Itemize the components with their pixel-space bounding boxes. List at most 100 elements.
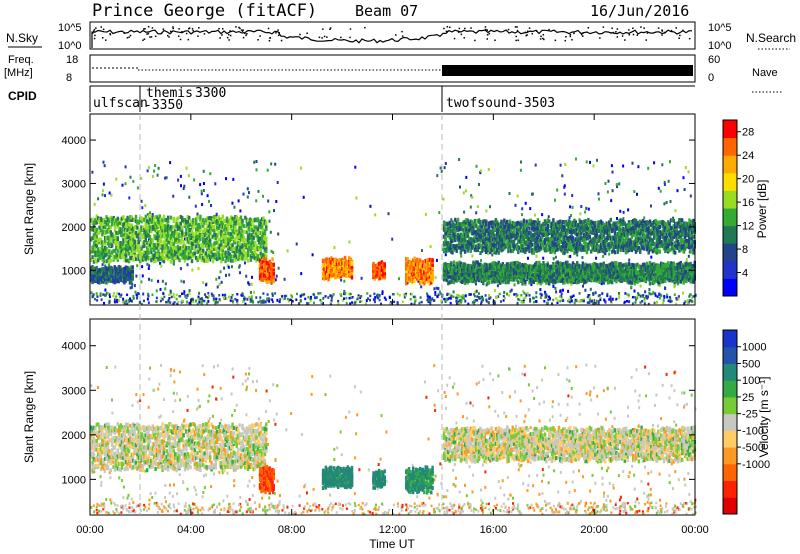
- scatter-cell: [647, 295, 649, 299]
- scatter-cell: [524, 201, 527, 205]
- region-cell: [538, 229, 541, 234]
- region-cell: [512, 227, 516, 232]
- scatter-cell: [439, 166, 442, 170]
- ground-cell: [669, 300, 672, 303]
- region-cell: [105, 252, 108, 257]
- region-cell: [483, 219, 486, 224]
- scatter-cell: [165, 176, 168, 180]
- region-cell: [160, 256, 163, 261]
- nsky-tick-top: 10^5: [58, 22, 82, 34]
- ground-cell: [96, 295, 99, 298]
- region-cell: [339, 268, 343, 273]
- region-cell: [470, 244, 474, 249]
- region-cell: [512, 239, 516, 244]
- region-cell: [326, 266, 329, 271]
- ground-cell: [329, 301, 332, 304]
- region-cell: [486, 228, 489, 233]
- region-cell: [383, 271, 386, 276]
- region-cell: [253, 225, 257, 230]
- region-cell: [162, 224, 166, 229]
- region-cell: [90, 266, 93, 271]
- scatter-cell: [611, 297, 614, 301]
- scatter-cell: [687, 254, 690, 258]
- region-cell: [216, 219, 219, 224]
- region-cell: [153, 256, 156, 261]
- ground-cell: [199, 297, 202, 301]
- region-cell: [190, 246, 194, 250]
- region-cell: [99, 268, 103, 273]
- scatter-cell: [247, 241, 249, 245]
- region-cell: [179, 221, 182, 226]
- nsky-tick-bottom: 10^0: [58, 40, 82, 52]
- region-cell: [265, 269, 269, 273]
- region-cell: [501, 245, 505, 250]
- region-cell: [455, 246, 458, 251]
- ground-cell: [255, 296, 258, 299]
- region-cell: [465, 218, 468, 222]
- region-cell: [571, 244, 575, 249]
- nsearch-point: [657, 27, 660, 29]
- region-cell: [238, 225, 241, 230]
- region-cell: [97, 216, 100, 221]
- ground-cell: [535, 295, 538, 299]
- region-cell: [345, 267, 348, 272]
- region-cell: [571, 236, 575, 241]
- scatter-cell: [459, 185, 461, 189]
- region-cell: [108, 217, 111, 222]
- region-cell: [564, 222, 568, 227]
- region-cell: [263, 229, 267, 234]
- region-cell: [491, 230, 495, 235]
- scatter-cell: [470, 194, 473, 198]
- ground-cell: [348, 296, 351, 300]
- region-cell: [375, 270, 378, 275]
- scatter-cell: [93, 202, 96, 206]
- region-cell: [497, 222, 500, 227]
- region-cell: [570, 245, 573, 250]
- region-cell: [330, 274, 333, 279]
- region-cell: [463, 219, 467, 224]
- ground-cell: [205, 295, 207, 299]
- region-cell: [124, 276, 127, 280]
- scatter-cell: [469, 205, 472, 209]
- region-cell: [447, 222, 450, 227]
- ground-cell: [516, 301, 519, 305]
- region-cell: [129, 217, 132, 222]
- region-cell: [477, 237, 481, 242]
- ground-cell: [224, 294, 226, 297]
- region-cell: [477, 243, 481, 248]
- region-cell: [232, 219, 236, 224]
- scatter-cell: [97, 197, 100, 201]
- scatter-cell: [164, 176, 167, 180]
- region-cell: [130, 265, 133, 270]
- region-cell: [190, 220, 194, 225]
- scatter-cell: [637, 165, 640, 169]
- scatter-cell: [509, 289, 512, 293]
- ground-cell: [556, 301, 559, 304]
- region-cell: [91, 277, 94, 282]
- region-cell: [116, 231, 119, 236]
- scatter-cell: [108, 191, 111, 195]
- region-cell: [343, 273, 347, 277]
- scatter-cell: [93, 241, 96, 245]
- scatter-cell: [685, 258, 688, 262]
- scatter-cell: [198, 300, 201, 304]
- region-cell: [564, 230, 568, 235]
- scatter-cell: [650, 204, 652, 208]
- ground-cell: [367, 297, 369, 300]
- region-cell: [203, 258, 206, 263]
- region-cell: [99, 221, 103, 226]
- region-cell: [120, 230, 124, 235]
- region-cell: [220, 243, 223, 247]
- nsearch-point: [463, 37, 465, 39]
- scatter-cell: [274, 278, 277, 282]
- region-cell: [102, 230, 105, 235]
- scatter-cell: [661, 163, 664, 167]
- region-cell: [494, 244, 498, 249]
- ground-cell: [547, 298, 550, 302]
- region-cell: [442, 241, 446, 246]
- region-cell: [176, 239, 180, 244]
- ground-cell: [369, 298, 371, 302]
- region-cell: [444, 231, 447, 236]
- region-cell: [323, 273, 326, 278]
- region-cell: [162, 256, 166, 261]
